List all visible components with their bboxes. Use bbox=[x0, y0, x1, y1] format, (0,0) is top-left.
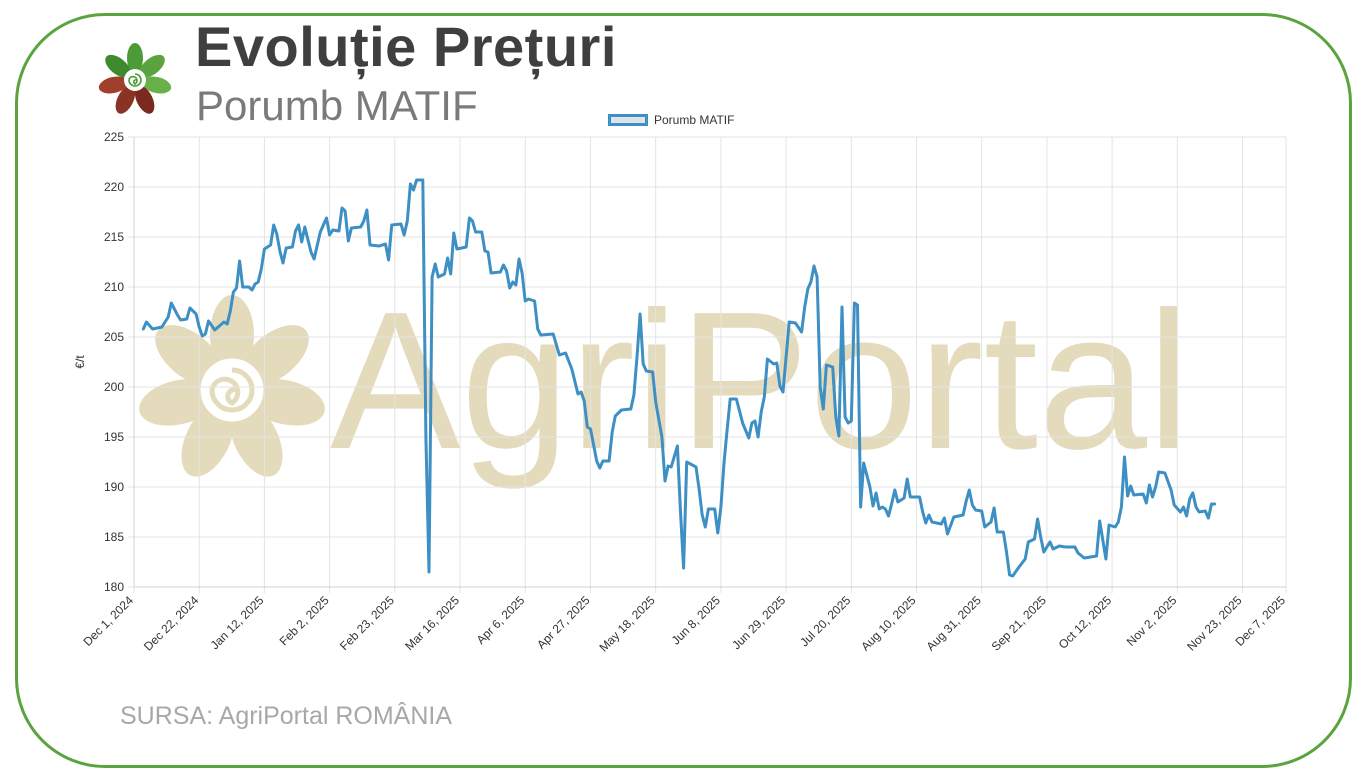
x-tick-label: Oct 12, 2025 bbox=[1056, 593, 1115, 652]
x-tick-label: Dec 1, 2024 bbox=[80, 593, 136, 649]
x-tick-label: Jan 12, 2025 bbox=[208, 593, 267, 652]
x-tick-label: Sep 21, 2025 bbox=[989, 593, 1050, 654]
x-tick-label: May 18, 2025 bbox=[596, 593, 658, 655]
x-tick-label: Nov 23, 2025 bbox=[1184, 593, 1245, 654]
y-axis: 180 185 190 195 200 205 210 215 220 225 bbox=[104, 130, 124, 594]
y-tick-label: 195 bbox=[104, 430, 124, 444]
x-tick-label: Aug 10, 2025 bbox=[858, 593, 919, 654]
legend-swatch-porumb-matif bbox=[608, 114, 648, 126]
x-tick-label: Nov 2, 2025 bbox=[1124, 593, 1180, 649]
page-subtitle: Porumb MATIF bbox=[196, 82, 478, 129]
y-tick-label: 205 bbox=[104, 330, 124, 344]
y-tick-label: 185 bbox=[104, 530, 124, 544]
legend-label-porumb-matif: Porumb MATIF bbox=[654, 113, 735, 127]
series-line bbox=[141, 178, 1217, 578]
x-tick-label: Aug 31, 2025 bbox=[923, 593, 984, 654]
x-tick-label: Jul 20, 2025 bbox=[797, 593, 853, 649]
source-credit: SURSA: AgriPortal ROMÂNIA bbox=[120, 702, 453, 730]
x-tick-label: Mar 16, 2025 bbox=[402, 593, 462, 653]
chart-legend[interactable]: Porumb MATIF bbox=[608, 113, 734, 127]
x-tick-label: Apr 27, 2025 bbox=[534, 593, 593, 652]
y-tick-label: 190 bbox=[104, 480, 124, 494]
y-axis-label: €/t bbox=[73, 355, 87, 369]
x-axis: Dec 1, 2024 Dec 22, 2024 Jan 12, 2025 Feb 2… bbox=[80, 593, 1288, 655]
series-porumb-matif bbox=[141, 178, 1217, 578]
y-tick-label: 220 bbox=[104, 180, 124, 194]
y-tick-label: 200 bbox=[104, 380, 124, 394]
y-tick-label: 180 bbox=[104, 580, 124, 594]
y-tick-label: 210 bbox=[104, 280, 124, 294]
chart-grid bbox=[128, 136, 1287, 593]
agriportal-flower-logo bbox=[98, 43, 172, 114]
logo-petals bbox=[98, 43, 172, 114]
x-tick-label: Apr 6, 2025 bbox=[474, 593, 528, 647]
x-tick-label: Feb 2, 2025 bbox=[277, 593, 332, 648]
card-frame bbox=[15, 13, 1352, 768]
watermark-flower-icon bbox=[139, 295, 325, 477]
page-title: Evoluție Prețuri bbox=[195, 15, 617, 78]
x-tick-label: Jun 8, 2025 bbox=[669, 593, 723, 647]
y-tick-label: 225 bbox=[104, 130, 124, 144]
x-tick-label: Feb 23, 2025 bbox=[337, 593, 397, 653]
y-tick-label: 215 bbox=[104, 230, 124, 244]
x-tick-label: Dec 22, 2024 bbox=[141, 593, 202, 654]
watermark-text: AgriPortal bbox=[330, 271, 1191, 490]
x-tick-label: Jun 29, 2025 bbox=[729, 593, 788, 652]
